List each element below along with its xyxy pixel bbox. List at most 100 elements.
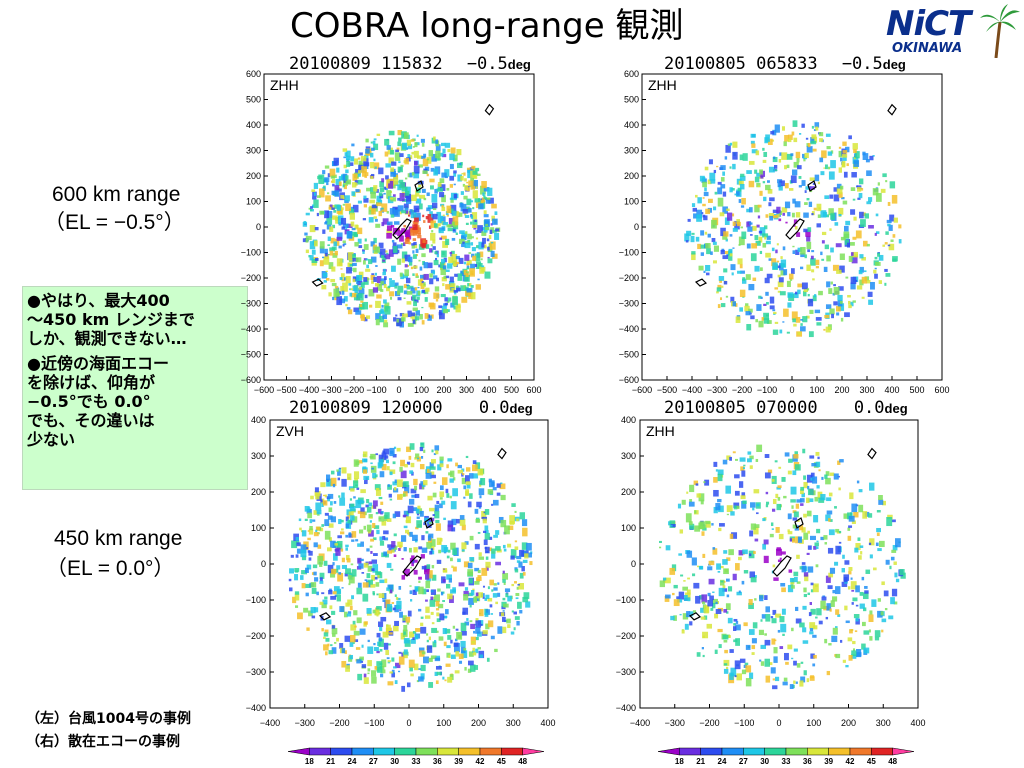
panel-3-header: 20100809 120000 0.0deg (289, 398, 533, 419)
y-tick-label: 300 (251, 451, 266, 461)
colorbar-swatch (394, 747, 417, 756)
island-outlines (694, 103, 897, 287)
island-outlines (689, 447, 877, 621)
x-tick-label: 100 (809, 385, 824, 395)
caption-left: （左）台風1004号の事例 (26, 711, 191, 727)
panel-3-angle: 0.0 (478, 398, 510, 418)
nict-logo: NiCT OKINAWA (880, 4, 1020, 58)
x-tick-label: 500 (909, 385, 924, 395)
panel-4-datetime: 20100805 (664, 398, 746, 418)
x-tick-label: −400 (299, 385, 319, 395)
logo-subtext: OKINAWA (892, 41, 963, 56)
y-tick-label: 200 (251, 487, 266, 497)
x-tick-label: −300 (295, 718, 315, 728)
x-tick-label: −300 (707, 385, 727, 395)
panel-1-datetime: 20100809 (289, 54, 371, 74)
y-tick-label: −100 (619, 248, 639, 258)
y-tick-label: −300 (246, 667, 266, 677)
variable-label: ZVH (276, 423, 304, 439)
y-tick-label: −400 (246, 703, 266, 713)
colorbar-label: 39 (454, 757, 463, 766)
y-tick-label: 200 (621, 487, 636, 497)
panel-1-time: 115832 (381, 54, 443, 74)
y-tick-label: 600 (246, 69, 261, 79)
y-tick-label: 0 (261, 559, 266, 569)
y-tick-label: −600 (241, 375, 261, 385)
y-tick-label: −600 (619, 375, 639, 385)
colorbar-label: 24 (718, 757, 727, 766)
y-tick-label: −500 (241, 350, 261, 360)
x-tick-label: −300 (665, 718, 685, 728)
colorbar-min-arrow (287, 747, 310, 756)
x-tick-label: 600 (526, 385, 541, 395)
x-tick-label: −200 (329, 718, 349, 728)
panel-3-time: 120000 (381, 398, 443, 418)
x-tick-label: −100 (757, 385, 777, 395)
x-tick-label: 400 (540, 718, 555, 728)
radar-echo-field (659, 444, 906, 690)
y-tick-label: 400 (624, 120, 639, 130)
radar-echo-field (288, 442, 533, 692)
colorbar-swatch (849, 747, 872, 756)
x-tick-label: −500 (276, 385, 296, 395)
x-tick-label: 0 (396, 385, 401, 395)
colorbar-left: 18 21 24 27 30 33 36 39 42 45 48 (287, 747, 545, 766)
notes-box: ●やはり、最大400 ～450 km レンジまで しか、観測できない… ●近傍の… (22, 286, 248, 490)
y-tick-label: 400 (251, 415, 266, 425)
x-tick-label: 400 (481, 385, 496, 395)
x-tick-label: 100 (414, 385, 429, 395)
panel-2-unit: deg (882, 57, 906, 72)
y-tick-label: −200 (616, 631, 636, 641)
radar-echo-field (684, 120, 902, 338)
y-tick-label: −400 (241, 324, 261, 334)
y-tick-label: 500 (246, 95, 261, 105)
colorbar-label: 21 (326, 757, 335, 766)
y-tick-label: 300 (621, 451, 636, 461)
x-tick-label: −300 (321, 385, 341, 395)
colorbar-max-arrow (522, 747, 545, 756)
radar-panel-1: ZHH6005004003002001000−100−200−300−400−5… (241, 69, 542, 395)
x-tick-label: −100 (364, 718, 384, 728)
range-600-elevation: （EL = −0.5°） (44, 211, 185, 234)
y-tick-label: −100 (241, 248, 261, 258)
colorbar-label: 33 (782, 757, 791, 766)
range-450-elevation: （EL = 0.0°） (46, 557, 175, 580)
colorbar-swatch (721, 747, 744, 756)
x-tick-label: 200 (841, 718, 856, 728)
x-tick-label: −100 (734, 718, 754, 728)
island-outlines (311, 103, 495, 287)
panel-2-header: 20100805 065833 −0.5deg (664, 54, 906, 75)
x-tick-label: 200 (436, 385, 451, 395)
y-tick-label: −200 (246, 631, 266, 641)
panel-2-datetime: 20100805 (664, 54, 746, 74)
colorbar-label: 18 (675, 757, 684, 766)
panel-1-header: 20100809 115832 −0.5deg (289, 54, 531, 75)
x-tick-label: 600 (934, 385, 949, 395)
colorbar-swatch (330, 747, 353, 756)
range-600-label: 600 km range (52, 183, 181, 206)
y-tick-label: 0 (256, 222, 261, 232)
y-tick-label: 500 (624, 95, 639, 105)
x-tick-label: 100 (806, 718, 821, 728)
colorbar-swatch (479, 747, 502, 756)
colorbar-swatch (871, 747, 893, 756)
y-tick-label: −400 (619, 324, 639, 334)
colorbar-label: 48 (518, 757, 527, 766)
x-tick-label: −600 (632, 385, 652, 395)
colorbar-label: 36 (803, 757, 812, 766)
radar-panel-3: ZVH 400 300 200 100 0 −100 −200 −300 −400 −400 −300… (246, 415, 556, 728)
colorbar-right: 18 21 24 27 30 33 36 39 42 45 48 (657, 747, 915, 766)
x-tick-label: 0 (406, 718, 411, 728)
x-tick-label: 400 (910, 718, 925, 728)
y-tick-label: −200 (241, 273, 261, 283)
panel-4-time: 070000 (756, 398, 818, 418)
range-450-label: 450 km range (54, 527, 183, 550)
x-tick-label: 400 (884, 385, 899, 395)
y-tick-label: 400 (246, 120, 261, 130)
x-tick-label: −400 (682, 385, 702, 395)
island-outlines (319, 447, 507, 621)
colorbar-label: 24 (348, 757, 357, 766)
panel-3-unit: deg (509, 401, 533, 416)
y-tick-label: 100 (624, 197, 639, 207)
colorbar-label: 18 (305, 757, 314, 766)
